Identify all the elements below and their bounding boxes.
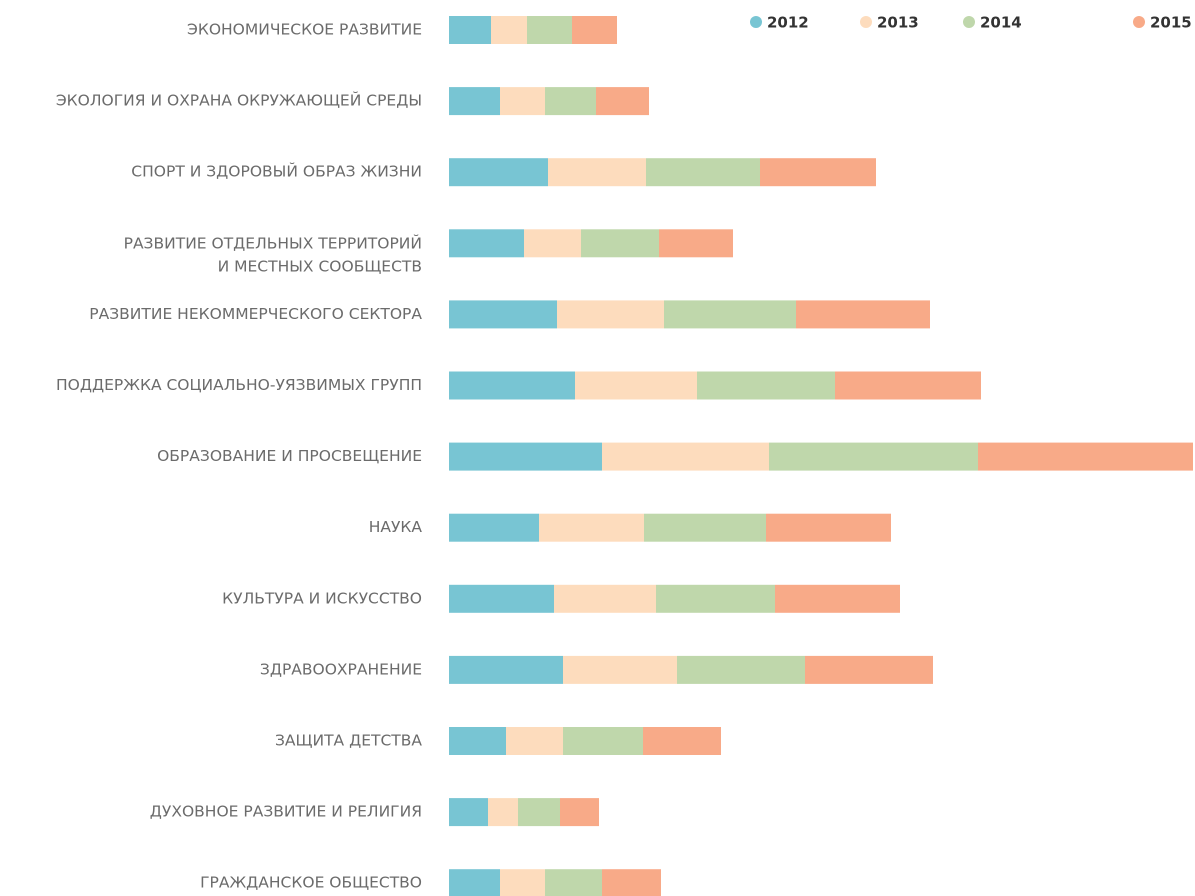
- bar-segment: [697, 371, 835, 400]
- bar-segment: [554, 584, 656, 613]
- bar-segment: [449, 87, 500, 116]
- bar-segment: [548, 158, 646, 187]
- bar-segment: [539, 513, 644, 542]
- bar-segment: [805, 655, 933, 684]
- bar-segment: [602, 869, 661, 896]
- category-label: ЭКОНОМИЧЕСКОЕ РАЗВИТИЕ: [187, 21, 422, 39]
- legend-dot: [963, 16, 975, 28]
- bar-segment: [488, 798, 518, 827]
- bar-segment: [557, 300, 664, 329]
- category-label: ЗАЩИТА ДЕТСТВА: [275, 732, 422, 750]
- bar-segment: [978, 442, 1193, 471]
- bar-segment: [572, 16, 617, 44]
- bar-segment: [659, 229, 733, 258]
- bar-segment: [500, 869, 545, 896]
- category-label: ДУХОВНОЕ РАЗВИТИЕ И РЕЛИГИЯ: [150, 803, 422, 821]
- bar-segment: [449, 158, 548, 187]
- bar-segment: [563, 727, 643, 755]
- bar-segment: [449, 727, 506, 755]
- bar-segment: [760, 158, 876, 187]
- bar-segment: [560, 798, 599, 827]
- bar-segment: [602, 442, 769, 471]
- bar-segment: [766, 513, 891, 542]
- bar-segment: [449, 798, 488, 827]
- category-label: ЗДРАВООХРАНЕНИЕ: [260, 660, 422, 678]
- category-label: СПОРТ И ЗДОРОВЫЙ ОБРАЗ ЖИЗНИ: [131, 162, 422, 181]
- bar-segment: [835, 371, 981, 400]
- bar-segment: [545, 87, 596, 116]
- category-label: ГРАЖДАНСКОЕ ОБЩЕСТВО: [200, 874, 422, 892]
- category-label: КУЛЬТУРА И ИСКУССТВО: [222, 589, 422, 607]
- bar-segment: [643, 727, 721, 755]
- category-label: ЭКОЛОГИЯ И ОХРАНА ОКРУЖАЮЩЕЙ СРЕДЫ: [56, 91, 422, 110]
- category-label-line: РАЗВИТИЕ ОТДЕЛЬНЫХ ТЕРРИТОРИЙ: [124, 233, 422, 252]
- bar-segment: [449, 442, 602, 471]
- legend-dot: [860, 16, 872, 28]
- legend-dot: [750, 16, 762, 28]
- category-label: РАЗВИТИЕ НЕКОММЕРЧЕСКОГО СЕКТОРА: [89, 305, 422, 323]
- legend-label: 2015: [1150, 14, 1192, 32]
- bar-segment: [656, 584, 775, 613]
- bar-segment: [775, 584, 900, 613]
- bar-segment: [646, 158, 760, 187]
- category-label: РАЗВИТИЕ ОТДЕЛЬНЫХ ТЕРРИТОРИЙ И МЕСТНЫХ С…: [124, 233, 422, 275]
- bar-segment: [506, 727, 563, 755]
- category-label: ОБРАЗОВАНИЕ И ПРОСВЕЩЕНИЕ: [157, 447, 422, 465]
- bar-segment: [449, 300, 557, 329]
- bar-segment: [500, 87, 545, 116]
- bar-segment: [644, 513, 766, 542]
- bar-segment: [518, 798, 560, 827]
- legend-dot: [1133, 16, 1145, 28]
- bar-segment: [563, 655, 677, 684]
- legend-label: 2014: [980, 14, 1022, 32]
- bar-segment: [449, 16, 491, 44]
- bar-segment: [581, 229, 659, 258]
- bar-segment: [491, 16, 527, 44]
- category-label: ПОДДЕРЖКА СОЦИАЛЬНО-УЯЗВИМЫХ ГРУПП: [56, 376, 422, 394]
- bar-segment: [677, 655, 805, 684]
- bar-segment: [449, 513, 539, 542]
- bar-segment: [596, 87, 649, 116]
- bar-segment: [796, 300, 930, 329]
- bar-segment: [449, 584, 554, 613]
- bar-segment: [527, 16, 572, 44]
- legend-label: 2012: [767, 14, 809, 32]
- bar-segment: [769, 442, 978, 471]
- category-label-line: И МЕСТНЫХ СООБЩЕСТВ: [218, 257, 422, 275]
- bar-segment: [575, 371, 697, 400]
- bar-segment: [449, 371, 575, 400]
- category-label: НАУКА: [369, 518, 423, 536]
- bar-segment: [449, 655, 563, 684]
- legend-label: 2013: [877, 14, 919, 32]
- bar-segment: [664, 300, 796, 329]
- bar-segment: [524, 229, 581, 258]
- bar-segment: [449, 229, 524, 258]
- bar-segment: [545, 869, 602, 896]
- bar-segment: [449, 869, 500, 896]
